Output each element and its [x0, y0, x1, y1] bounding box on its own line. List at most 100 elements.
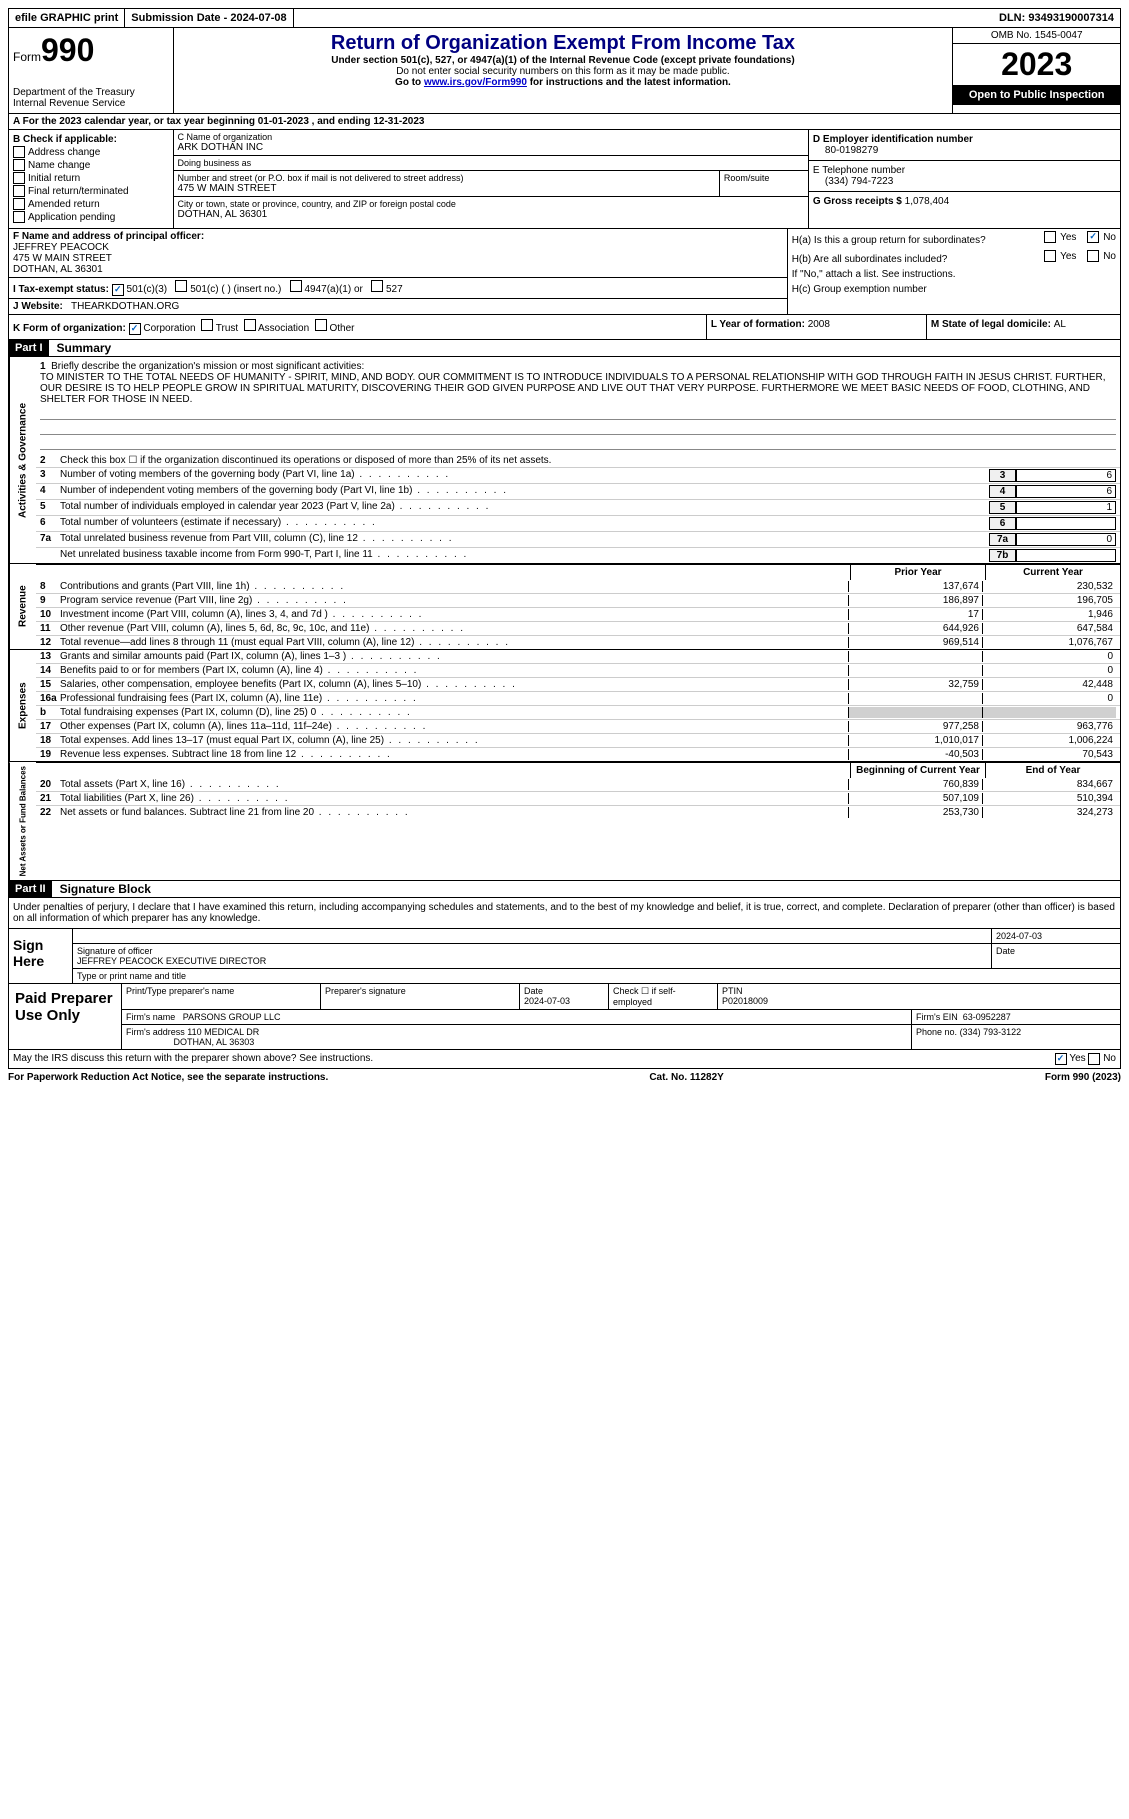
summary-line: 18Total expenses. Add lines 13–17 (must … — [36, 733, 1120, 747]
mission-text: TO MINISTER TO THE TOTAL NEEDS OF HUMANI… — [40, 372, 1106, 405]
summary-line: Net unrelated business taxable income fr… — [36, 547, 1120, 563]
website-value: THEARKDOTHAN.ORG — [71, 301, 179, 312]
summary-line: 8Contributions and grants (Part VIII, li… — [36, 580, 1120, 593]
form-header: Form990 Department of the Treasury Inter… — [8, 28, 1121, 114]
header-left: Form990 Department of the Treasury Inter… — [9, 28, 174, 113]
form-title: Return of Organization Exempt From Incom… — [178, 32, 949, 55]
block-fhijk: F Name and address of principal officer:… — [8, 229, 1121, 315]
footer-left: For Paperwork Reduction Act Notice, see … — [8, 1072, 328, 1083]
summary-line: 14Benefits paid to or for members (Part … — [36, 663, 1120, 677]
irs-link[interactable]: www.irs.gov/Form990 — [424, 77, 527, 88]
hb2-row: If "No," attach a list. See instructions… — [788, 267, 1120, 282]
box-g: G Gross receipts $ 1,078,404 — [809, 192, 1120, 228]
dba-field: Doing business as — [174, 156, 808, 171]
box-d: D Employer identification number 80-0198… — [809, 130, 1120, 161]
activities-governance: Activities & Governance 1 Briefly descri… — [8, 357, 1121, 564]
tax-year: 2023 — [953, 44, 1120, 85]
officer-sig-name: JEFFREY PEACOCK EXECUTIVE DIRECTOR — [77, 956, 987, 966]
row-k: K Form of organization: ✓ Corporation Tr… — [8, 315, 1121, 340]
footer-cat: Cat. No. 11282Y — [649, 1072, 723, 1083]
col-current-year: Current Year — [985, 565, 1120, 580]
expenses-block: Expenses 13Grants and similar amounts pa… — [8, 650, 1121, 762]
sig-disclaimer: Under penalties of perjury, I declare th… — [9, 898, 1120, 929]
firm-addr: 110 MEDICAL DR — [187, 1027, 259, 1037]
cb-4947[interactable] — [290, 280, 302, 292]
summary-line: 19Revenue less expenses. Subtract line 1… — [36, 747, 1120, 761]
ha-yes[interactable] — [1044, 231, 1056, 243]
city-field: City or town, state or province, country… — [174, 197, 808, 222]
summary-line: 22Net assets or fund balances. Subtract … — [36, 805, 1120, 819]
part-i-header: Part I Summary — [8, 340, 1121, 357]
dln: DLN: 93493190007314 — [993, 9, 1120, 27]
summary-line: 17Other expenses (Part IX, column (A), l… — [36, 719, 1120, 733]
ptin-value: P02018009 — [722, 996, 768, 1006]
cb-501c3[interactable]: ✓ — [112, 284, 124, 296]
form-number: Form990 — [13, 32, 169, 69]
efile-print[interactable]: efile GRAPHIC print — [9, 9, 125, 27]
cb-assoc[interactable] — [244, 319, 256, 331]
goto-link: Go to www.irs.gov/Form990 for instructio… — [178, 77, 949, 88]
rev-colhead: Prior Year Current Year — [36, 564, 1120, 580]
col-boy: Beginning of Current Year — [850, 763, 985, 778]
page-footer: For Paperwork Reduction Act Notice, see … — [8, 1069, 1121, 1086]
hb-no[interactable] — [1087, 250, 1099, 262]
prep-phone: (334) 793-3122 — [960, 1027, 1022, 1037]
col-prior-year: Prior Year — [850, 565, 985, 580]
ha-no[interactable]: ✓ — [1087, 231, 1099, 243]
cb-other[interactable] — [315, 319, 327, 331]
cb-corp[interactable]: ✓ — [129, 323, 141, 335]
header-center: Return of Organization Exempt From Incom… — [174, 28, 953, 113]
submission-date: Submission Date - 2024-07-08 — [125, 9, 293, 27]
summary-line: 12Total revenue—add lines 8 through 11 (… — [36, 635, 1120, 649]
gross-receipts: 1,078,404 — [905, 196, 950, 207]
summary-line: 6Total number of volunteers (estimate if… — [36, 515, 1120, 531]
cb-527[interactable] — [371, 280, 383, 292]
cb-pending[interactable]: Application pending — [13, 211, 169, 223]
part-ii-header: Part II Signature Block — [8, 881, 1121, 898]
row-a-period: A For the 2023 calendar year, or tax yea… — [8, 114, 1121, 130]
state-domicile: AL — [1054, 319, 1066, 330]
street-address: 475 W MAIN STREET — [178, 183, 715, 194]
sig-date: 2024-07-03 — [992, 929, 1120, 943]
cb-final-return[interactable]: Final return/terminated — [13, 185, 169, 197]
cb-amended[interactable]: Amended return — [13, 198, 169, 210]
summary-line: 15Salaries, other compensation, employee… — [36, 677, 1120, 691]
irs-label: Internal Revenue Service — [13, 98, 169, 109]
mission-block: 1 Briefly describe the organization's mi… — [36, 357, 1120, 454]
cb-501c[interactable] — [175, 280, 187, 292]
prep-self-employed[interactable]: Check ☐ if self-employed — [609, 984, 718, 1009]
row-j: J Website: THEARKDOTHAN.ORG — [9, 298, 787, 314]
street-row: Number and street (or P.O. box if mail i… — [174, 171, 808, 197]
summary-line: 5Total number of individuals employed in… — [36, 499, 1120, 515]
cb-address-change[interactable]: Address change — [13, 146, 169, 158]
phone-value: (334) 794-7223 — [813, 176, 893, 187]
box-b-label: B Check if applicable: — [13, 134, 169, 145]
ha-row: H(a) Is this a group return for subordin… — [788, 229, 1120, 248]
hc-row: H(c) Group exemption number — [788, 282, 1120, 297]
prep-date: 2024-07-03 — [524, 996, 570, 1006]
ssn-warning: Do not enter social security numbers on … — [178, 66, 949, 77]
col-eoy: End of Year — [985, 763, 1120, 778]
discuss-yes[interactable]: ✓ — [1055, 1053, 1067, 1065]
discuss-no[interactable] — [1088, 1053, 1100, 1065]
top-bar: efile GRAPHIC print Submission Date - 20… — [8, 8, 1121, 28]
hb-yes[interactable] — [1044, 250, 1056, 262]
gov-tab: Activities & Governance — [9, 357, 36, 563]
summary-line: 21Total liabilities (Part X, line 26)507… — [36, 791, 1120, 805]
summary-line: 13Grants and similar amounts paid (Part … — [36, 650, 1120, 663]
box-h: H(a) Is this a group return for subordin… — [788, 229, 1120, 314]
cb-initial-return[interactable]: Initial return — [13, 172, 169, 184]
rev-tab: Revenue — [9, 564, 36, 649]
summary-line: 3Number of voting members of the governi… — [36, 467, 1120, 483]
summary-line: 20Total assets (Part X, line 16)760,8398… — [36, 778, 1120, 791]
cb-trust[interactable] — [201, 319, 213, 331]
year-formation: 2008 — [808, 319, 830, 330]
revenue-block: Revenue Prior Year Current Year 8Contrib… — [8, 564, 1121, 650]
cb-name-change[interactable]: Name change — [13, 159, 169, 171]
omb-number: OMB No. 1545-0047 — [953, 28, 1120, 44]
officer-name: JEFFREY PEACOCK — [13, 242, 109, 253]
summary-line: 7aTotal unrelated business revenue from … — [36, 531, 1120, 547]
org-name: ARK DOTHAN INC — [178, 142, 804, 153]
suite-label: Room/suite — [724, 173, 804, 183]
signature-block: Under penalties of perjury, I declare th… — [8, 898, 1121, 984]
